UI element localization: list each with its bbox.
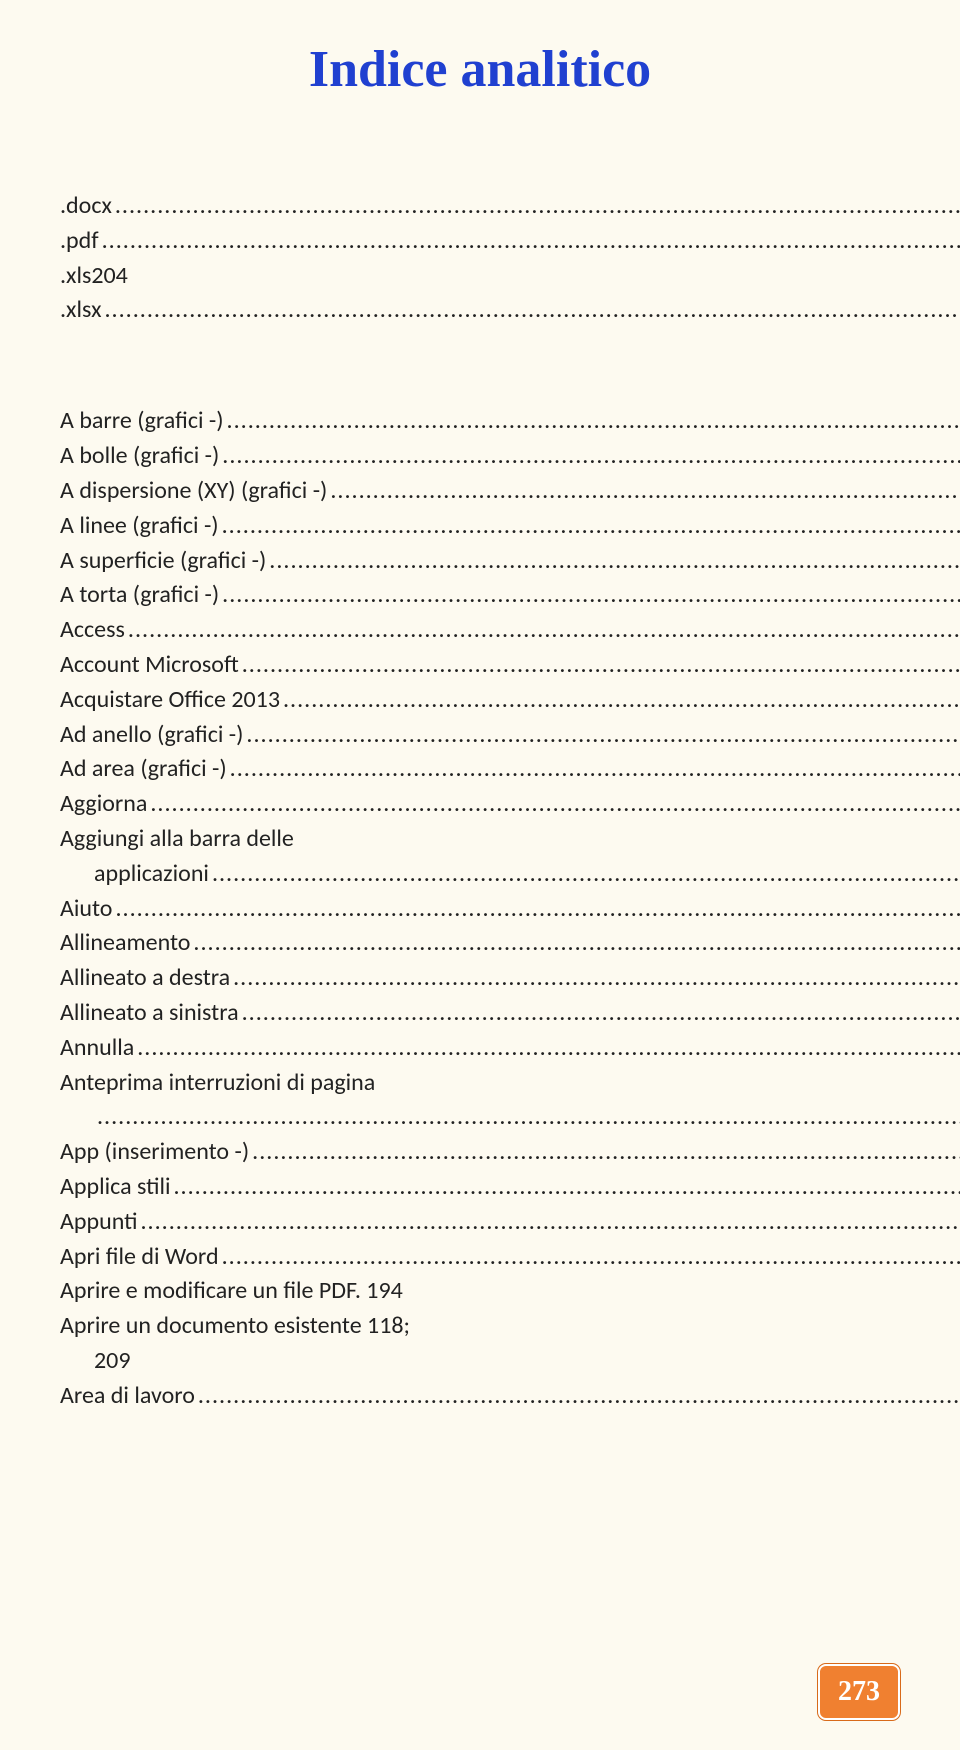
index-entry: Apri file di Word ......................… xyxy=(60,1240,960,1275)
leader-dots: ........................................… xyxy=(99,224,960,259)
index-entry: A torta (grafici -) ....................… xyxy=(60,578,960,613)
index-entry: applicazioni ...........................… xyxy=(60,857,960,892)
leader-dots: ........................................… xyxy=(147,787,960,822)
index-entry-label: .xls204 xyxy=(60,259,128,294)
index-entry: Aggiungi alla barra delle xyxy=(60,822,960,857)
index-entry: Allineato a sinistra ...................… xyxy=(60,996,960,1031)
index-entry: A barre (grafici -) ....................… xyxy=(60,404,960,439)
leader-dots: ........................................… xyxy=(327,474,960,509)
index-entry: Account Microsoft ......................… xyxy=(60,648,960,683)
index-entry: .docx ..................................… xyxy=(60,189,960,224)
index-entry: 209 xyxy=(60,1344,960,1379)
leader-dots: ........................................… xyxy=(195,1379,960,1414)
index-entry-label: Aprire un documento esistente 118; xyxy=(60,1309,410,1344)
leader-dots: ........................................… xyxy=(227,752,960,787)
leader-dots: ........................................… xyxy=(137,1205,960,1240)
index-entry: .xlsx ..................................… xyxy=(60,293,960,328)
index-entry-label: Acquistare Office 2013 xyxy=(60,683,280,718)
index-entry-label: .pdf xyxy=(60,224,99,259)
index-entry-label: Allineamento xyxy=(60,926,190,961)
page-title: Indice analitico xyxy=(60,40,900,99)
index-entry: Area di lavoro .........................… xyxy=(60,1379,960,1414)
leader-dots: ........................................… xyxy=(224,404,960,439)
index-entry-label: Ad area (grafici -) xyxy=(60,752,227,787)
index-entry-label: 209 xyxy=(94,1344,131,1379)
index-entry: Aggiorna ...............................… xyxy=(60,787,960,822)
leader-dots: ........................................… xyxy=(239,648,960,683)
leader-dots: ........................................… xyxy=(125,613,960,648)
index-entry: App (inserimento -) ....................… xyxy=(60,1135,960,1170)
leader-dots: ........................................… xyxy=(219,1240,960,1275)
leader-dots: ........................................… xyxy=(239,996,960,1031)
index-entry: Anteprima interruzioni di pagina xyxy=(60,1066,960,1101)
index-entry-label: A linee (grafici -) xyxy=(60,509,219,544)
index-entry-label: Allineato a sinistra xyxy=(60,996,239,1031)
index-entry-label: Aiuto xyxy=(60,892,112,927)
leader-dots: ........................................… xyxy=(112,892,960,927)
index-entry: .pdf ...................................… xyxy=(60,224,960,259)
leader-dots: ........................................… xyxy=(112,189,960,224)
index-entry-label: Account Microsoft xyxy=(60,648,239,683)
index-entry-label: Area di lavoro xyxy=(60,1379,195,1414)
leader-dots: ........................................… xyxy=(266,544,960,579)
index-entry-label: Aprire e modificare un file PDF. 194 xyxy=(60,1274,403,1309)
column-left: . .docx ................................… xyxy=(60,159,960,1460)
index-entry: A linee (grafici -) ....................… xyxy=(60,509,960,544)
index-entry-label: applicazioni xyxy=(94,857,209,892)
index-entry-label: A barre (grafici -) xyxy=(60,404,224,439)
index-entry-label: Allineato a destra xyxy=(60,961,230,996)
index-entry: Aprire e modificare un file PDF. 194 xyxy=(60,1274,960,1309)
page-number-badge: 273 xyxy=(818,1664,900,1720)
leader-dots: ........................................… xyxy=(171,1170,960,1205)
index-entry: Annulla ................................… xyxy=(60,1031,960,1066)
index-entry-label: Apri file di Word xyxy=(60,1240,219,1275)
index-entry: Aiuto ..................................… xyxy=(60,892,960,927)
leader-dots: ........................................… xyxy=(134,1031,960,1066)
index-entry-label: Applica stili xyxy=(60,1170,171,1205)
index-entry-label: .docx xyxy=(60,189,112,224)
leader-dots: ........................................… xyxy=(190,926,960,961)
index-entry: A superficie (grafici -) ...............… xyxy=(60,544,960,579)
index-entry: .xls204 xyxy=(60,259,960,294)
index-entry-label: Aggiorna xyxy=(60,787,147,822)
index-columns: . .docx ................................… xyxy=(60,159,900,1460)
index-entry-label: A torta (grafici -) xyxy=(60,578,219,613)
leader-dots: ........................................… xyxy=(219,439,960,474)
leader-dots: ........................................… xyxy=(219,509,960,544)
leader-dots: ........................................… xyxy=(209,857,960,892)
index-entry-label: Appunti xyxy=(60,1205,137,1240)
index-entry-label: Ad anello (grafici -) xyxy=(60,718,243,753)
index-entry-label: A superficie (grafici -) xyxy=(60,544,266,579)
index-entry: Ad area (grafici -) ....................… xyxy=(60,752,960,787)
leader-dots: ........................................… xyxy=(280,683,960,718)
index-entry: Allineato a destra .....................… xyxy=(60,961,960,996)
index-entry-label: .xlsx xyxy=(60,293,101,328)
index-entry: Aprire un documento esistente 118; xyxy=(60,1309,960,1344)
index-entry: Ad anello (grafici -) ..................… xyxy=(60,718,960,753)
leader-dots: ........................................… xyxy=(101,293,960,328)
index-entry-label: Annulla xyxy=(60,1031,134,1066)
index-entry: A dispersione (XY) (grafici -) .........… xyxy=(60,474,960,509)
section-head-a: A xyxy=(60,346,960,398)
index-entry: A bolle (grafici -) ....................… xyxy=(60,439,960,474)
index-entry-label: A dispersione (XY) (grafici -) xyxy=(60,474,327,509)
index-entry: Allineamento ...........................… xyxy=(60,926,960,961)
index-entry-label: Anteprima interruzioni di pagina xyxy=(60,1066,375,1101)
leader-dots: ........................................… xyxy=(249,1135,960,1170)
leader-dots: ........................................… xyxy=(219,578,960,613)
index-entry-label: A bolle (grafici -) xyxy=(60,439,219,474)
index-entry: Applica stili ..........................… xyxy=(60,1170,960,1205)
index-entry: Appunti ................................… xyxy=(60,1205,960,1240)
index-entry-label: App (inserimento -) xyxy=(60,1135,249,1170)
leader-dots: ........................................… xyxy=(94,1100,960,1135)
leader-dots: ........................................… xyxy=(230,961,960,996)
leader-dots: ........................................… xyxy=(243,718,960,753)
index-entry: Acquistare Office 2013 .................… xyxy=(60,683,960,718)
index-entry: ........................................… xyxy=(60,1100,960,1135)
index-entry: Access .................................… xyxy=(60,613,960,648)
index-entry-label: Access xyxy=(60,613,125,648)
section-head-dot: . xyxy=(60,159,960,189)
index-entry-label: Aggiungi alla barra delle xyxy=(60,822,294,857)
